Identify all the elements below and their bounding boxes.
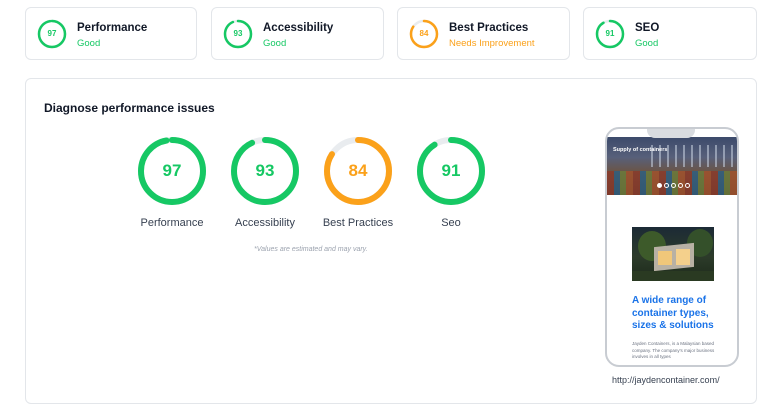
window-graphic — [658, 251, 672, 265]
score-ring-best-practices: 84 — [408, 18, 440, 50]
panel-title: Diagnose performance issues — [44, 101, 215, 115]
card-title: Performance — [77, 22, 148, 34]
gauge-label: Seo — [441, 217, 461, 229]
ground-graphic — [632, 271, 714, 281]
card-status: Good — [635, 38, 659, 49]
gauge-ring: 91 — [416, 136, 486, 206]
gauge-label: Best Practices — [322, 217, 394, 229]
card-status: Needs Improvement — [449, 38, 535, 49]
gauge-performance[interactable]: 97 Performance — [125, 136, 219, 229]
score-value: 93 — [233, 29, 243, 38]
hero-banner-image: Supply of containers — [607, 137, 737, 195]
gauge-value: 97 — [162, 161, 182, 180]
preview-heading: A wide range of container types, sizes &… — [632, 295, 714, 331]
summary-card-performance[interactable]: 97 Performance Good — [25, 7, 197, 60]
card-status: Good — [77, 38, 101, 49]
phone-notch — [647, 129, 695, 138]
card-status: Good — [263, 38, 287, 49]
gauge-ring: 97 — [137, 136, 207, 206]
score-ring-performance: 97 — [36, 18, 68, 50]
preview-body-text: Jayden Containers, is a Malaysian based … — [632, 341, 715, 359]
gauge-value: 84 — [348, 161, 368, 180]
score-ring-seo: 91 — [594, 18, 626, 50]
summary-card-seo[interactable]: 91 SEO Good — [583, 7, 757, 60]
mobile-preview: Supply of containers A wide range of con… — [605, 127, 739, 367]
slider-dots — [657, 183, 690, 188]
gauge-value: 91 — [441, 161, 461, 180]
window-graphic — [676, 249, 690, 265]
score-ring-graphic — [223, 19, 253, 49]
container-house-image — [632, 227, 714, 281]
gauge-ring: 84 — [323, 136, 393, 206]
gauge-best-practices[interactable]: 84 Best Practices — [311, 136, 405, 229]
score-ring-graphic — [595, 19, 625, 49]
gauge-ring-graphic — [138, 137, 206, 205]
slider-dot[interactable] — [671, 183, 676, 188]
score-value: 84 — [419, 29, 429, 38]
score-value: 97 — [47, 29, 57, 38]
score-ring-graphic — [37, 19, 67, 49]
gauge-label: Accessibility — [235, 217, 295, 229]
score-ring-graphic — [409, 19, 439, 49]
score-value: 91 — [605, 29, 615, 38]
slider-dot[interactable] — [657, 183, 662, 188]
summary-card-best-practices[interactable]: 84 Best Practices Needs Improvement — [397, 7, 570, 60]
gauge-ring: 93 — [230, 136, 300, 206]
summary-card-accessibility[interactable]: 93 Accessibility Good — [211, 7, 384, 60]
card-title: Best Practices — [449, 22, 529, 34]
preview-url[interactable]: http://jaydencontainer.com/ — [612, 375, 720, 385]
gauge-seo[interactable]: 91 Seo — [404, 136, 498, 229]
disclaimer-note: *Values are estimated and may vary. — [254, 246, 368, 253]
slider-dot[interactable] — [678, 183, 683, 188]
score-ring-accessibility: 93 — [222, 18, 254, 50]
card-title: SEO — [635, 22, 660, 34]
hero-caption: Supply of containers — [613, 147, 668, 153]
gauge-accessibility[interactable]: 93 Accessibility — [218, 136, 312, 229]
card-title: Accessibility — [263, 22, 334, 34]
gauge-value: 93 — [255, 161, 275, 180]
gauge-ring-graphic — [417, 137, 485, 205]
score-summary: 97 Performance Good 93 Accessibility Goo… — [25, 7, 757, 60]
slider-dot[interactable] — [664, 183, 669, 188]
diagnose-panel: Diagnose performance issues 97 Performan… — [25, 78, 757, 404]
gauge-ring-graphic — [324, 137, 392, 205]
slider-dot[interactable] — [685, 183, 690, 188]
cranes-graphic — [645, 145, 735, 167]
gauge-ring-graphic — [231, 137, 299, 205]
gauge-label: Performance — [140, 217, 204, 229]
